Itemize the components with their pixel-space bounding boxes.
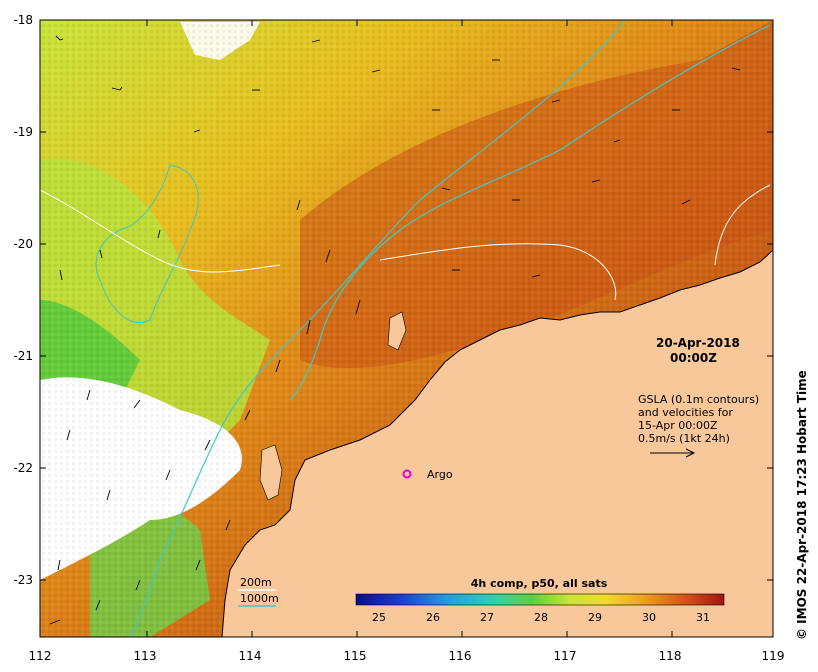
gsla-info-line-3: 15-Apr 00:00Z: [638, 419, 718, 432]
colorbar-title: 4h comp, p50, all sats: [471, 577, 608, 590]
colorbar-label: 25: [372, 611, 386, 624]
contour-legend-200m-label: 200m: [240, 576, 272, 589]
lon-tick-labels: 112 113 114 115 116 117 118 119: [29, 649, 785, 663]
contour-1000m-line-2: [289, 24, 771, 401]
contour-1000m-line: [129, 19, 626, 638]
lat-tick-label: -21: [13, 349, 33, 363]
lat-tick-labels: -18 -19 -20 -21 -22 -23: [13, 13, 33, 587]
lat-tick-label: -20: [13, 237, 33, 251]
lon-tick-label: 112: [29, 649, 52, 663]
colorbar-label: 28: [534, 611, 548, 624]
land-mainland: [222, 250, 773, 637]
lon-tick-label: 117: [554, 649, 577, 663]
lat-tick-label: -22: [13, 461, 33, 475]
lon-tick-label: 115: [344, 649, 367, 663]
lon-tick-label: 116: [449, 649, 472, 663]
colorbar-label: 29: [588, 611, 602, 624]
colorbar-label: 31: [696, 611, 710, 624]
contour-1000m-west: [95, 164, 199, 324]
gsla-info-line-2: and velocities for: [638, 406, 733, 419]
lat-tick-label: -19: [13, 125, 33, 139]
colorbar-label: 30: [642, 611, 656, 624]
land-barrow-island: [387, 311, 407, 351]
coastline: [221, 249, 774, 638]
contour-legend-1000m-label: 1000m: [240, 592, 279, 605]
contour-200m-line-2: [379, 243, 617, 301]
velocity-scale-arrow: [650, 448, 696, 458]
lat-axis: [40, 131, 773, 581]
argo-float-marker[interactable]: [402, 469, 412, 479]
colorbar-label: 26: [426, 611, 440, 624]
lat-tick-label: -18: [13, 13, 33, 27]
lon-tick-label: 114: [239, 649, 262, 663]
map-area: Argo 20-Apr-2018 00:00Z GSLA (0.1m conto…: [39, 19, 774, 638]
lon-axis: [146, 20, 673, 637]
colorbar-label: 27: [480, 611, 494, 624]
gsla-info-line-4: 0.5m/s (1kt 24h): [638, 432, 730, 445]
lon-tick-label: 119: [762, 649, 785, 663]
lon-tick-label: 118: [659, 649, 682, 663]
land-peninsula: [259, 444, 283, 501]
credit-text: © IMOS 22-Apr-2018 17:23 Hobart Time: [795, 370, 809, 640]
date-label: 20-Apr-2018: [656, 336, 740, 350]
contour-200m-line-3: [714, 184, 771, 266]
map-frame: [39, 19, 774, 638]
lon-tick-label: 113: [134, 649, 157, 663]
colorbar-labels: 25 26 27 28 29 30 31: [372, 611, 710, 624]
time-label: 00:00Z: [670, 351, 717, 365]
velocity-arrows: [49, 35, 741, 625]
colorbar: [355, 593, 725, 606]
argo-float-label: Argo: [427, 468, 453, 481]
gsla-info-line-1: GSLA (0.1m contours): [638, 393, 759, 406]
lat-tick-label: -23: [13, 573, 33, 587]
contour-200m-line: [39, 189, 281, 273]
